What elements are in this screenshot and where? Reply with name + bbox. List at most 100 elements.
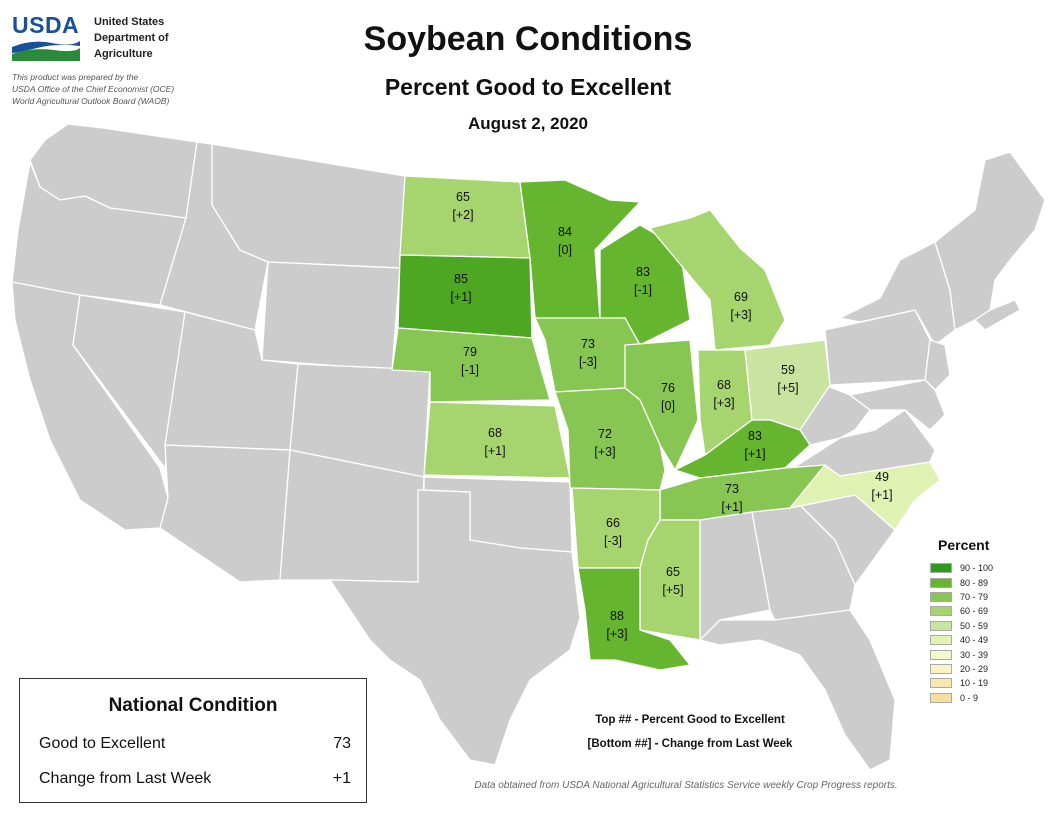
state-change-label: [0] xyxy=(558,243,572,257)
prepared-line: This product was prepared by the xyxy=(12,72,139,82)
usda-logo: USDA xyxy=(10,12,82,61)
legend-swatch xyxy=(930,620,952,631)
legend-swatch xyxy=(930,577,952,588)
state-value-label: 49 xyxy=(875,470,889,484)
state-change-label: [+1] xyxy=(871,488,892,502)
state-no-data xyxy=(329,489,581,766)
prepared-line: USDA Office of the Chief Economist (OCE) xyxy=(12,84,175,94)
legend-item: 70 - 79 xyxy=(930,590,1040,604)
legend-item: 50 - 59 xyxy=(930,619,1040,633)
state-mn xyxy=(519,179,641,321)
legend-item: 20 - 29 xyxy=(930,662,1040,676)
state-no-data xyxy=(261,261,401,371)
change-from-last-week-row: Change from Last Week +1 xyxy=(39,770,351,788)
usda-hills-icon xyxy=(12,41,80,61)
legend-item: 60 - 69 xyxy=(930,604,1040,618)
state-change-label: [+5] xyxy=(662,583,683,597)
agency-name: United States Department of Agriculture xyxy=(94,14,169,62)
state-value-label: 59 xyxy=(781,363,795,377)
state-change-label: [+2] xyxy=(452,208,473,222)
legend-label: 0 - 9 xyxy=(960,692,979,703)
legend-label: 60 - 69 xyxy=(960,606,989,617)
legend-swatch xyxy=(930,649,952,660)
state-change-label: [+1] xyxy=(484,444,505,458)
legend-label: 50 - 59 xyxy=(960,620,989,631)
state-nc xyxy=(789,461,941,531)
state-value-label: 65 xyxy=(456,190,470,204)
state-no-data xyxy=(934,151,1046,331)
legend-label: 70 - 79 xyxy=(960,591,989,602)
state-no-data xyxy=(924,339,951,391)
state-no-data xyxy=(159,444,291,583)
state-value-label: 73 xyxy=(581,337,595,351)
legend-swatch xyxy=(930,591,952,602)
state-value-label: 79 xyxy=(463,345,477,359)
reporting-states xyxy=(391,175,941,671)
key-top-line: Top ## - Percent Good to Excellent xyxy=(595,714,785,726)
state-mi xyxy=(649,209,786,351)
legend-label: 30 - 39 xyxy=(960,649,989,660)
state-value-label: 83 xyxy=(636,265,650,279)
non-reporting-states xyxy=(11,123,1046,771)
legend-swatch xyxy=(930,663,952,674)
row-label: Change from Last Week xyxy=(39,770,212,787)
state-no-data xyxy=(211,143,406,269)
state-value-label: 65 xyxy=(666,565,680,579)
state-no-data xyxy=(824,309,931,386)
row-label: Good to Excellent xyxy=(39,735,166,752)
state-change-label: [+3] xyxy=(730,308,751,322)
map-date: August 2, 2020 xyxy=(468,114,588,133)
map-subtitle: Percent Good to Excellent xyxy=(384,74,672,100)
prepared-by-note: This product was prepared by the USDA Of… xyxy=(12,71,174,107)
legend-item: 80 - 89 xyxy=(930,575,1040,589)
state-change-label: [+1] xyxy=(450,290,471,304)
legend-label: 80 - 89 xyxy=(960,577,989,588)
state-value-label: 83 xyxy=(748,429,762,443)
legend-label: 20 - 29 xyxy=(960,663,989,674)
state-change-label: [-1] xyxy=(634,283,652,297)
state-change-label: [+1] xyxy=(721,500,742,514)
state-value-label: 84 xyxy=(558,225,572,239)
state-change-label: [-3] xyxy=(604,534,622,548)
state-change-label: [+1] xyxy=(744,447,765,461)
map-title: Soybean Conditions xyxy=(363,20,693,58)
state-value-label: 69 xyxy=(734,290,748,304)
legend-swatch xyxy=(930,606,952,617)
state-no-data xyxy=(699,609,896,771)
state-la xyxy=(577,567,691,671)
legend: Percent 90 - 100 80 - 89 70 - 79 60 - 69 50 … xyxy=(930,537,1040,705)
state-value-label: 66 xyxy=(606,516,620,530)
legend-label: 10 - 19 xyxy=(960,678,989,689)
state-value-label: 68 xyxy=(717,378,731,392)
state-no-data xyxy=(72,294,186,469)
state-change-label: [+3] xyxy=(594,445,615,459)
state-no-data xyxy=(974,299,1021,331)
legend-label: 40 - 49 xyxy=(960,635,989,646)
state-labels: 65 [+2] 84 [0] 85 [+1] 83 [-1] 69 [+3] 79 [-1] 73 [-3… xyxy=(450,190,892,641)
good-to-excellent-row: Good to Excellent 73 xyxy=(39,735,351,753)
state-no-data xyxy=(849,379,946,431)
state-change-label: [0] xyxy=(661,399,675,413)
legend-item: 10 - 19 xyxy=(930,676,1040,690)
state-value-label: 76 xyxy=(661,381,675,395)
legend-swatch xyxy=(930,678,952,689)
legend-item: 90 - 100 xyxy=(930,561,1040,575)
state-value-label: 88 xyxy=(610,609,624,623)
agency-line: Department of xyxy=(94,32,169,44)
row-value: +1 xyxy=(332,770,351,787)
state-change-label: [-1] xyxy=(461,363,479,377)
prepared-line: World Agricultural Outlook Board (WAOB) xyxy=(12,96,170,106)
legend-label: 90 - 100 xyxy=(960,563,994,574)
legend-title: Percent xyxy=(938,537,990,553)
state-value-label: 68 xyxy=(488,426,502,440)
state-value-label: 73 xyxy=(725,482,739,496)
legend-item: 30 - 39 xyxy=(930,647,1040,661)
legend-rows: 90 - 100 80 - 89 70 - 79 60 - 69 50 - 59 40 -… xyxy=(930,561,1040,705)
legend-swatch xyxy=(930,692,952,703)
agency-line: United States xyxy=(94,16,165,28)
key-bottom-line: [Bottom ##] - Change from Last Week xyxy=(587,738,793,750)
legend-item: 40 - 49 xyxy=(930,633,1040,647)
national-condition-title: National Condition xyxy=(108,695,278,716)
row-value: 73 xyxy=(333,735,351,752)
